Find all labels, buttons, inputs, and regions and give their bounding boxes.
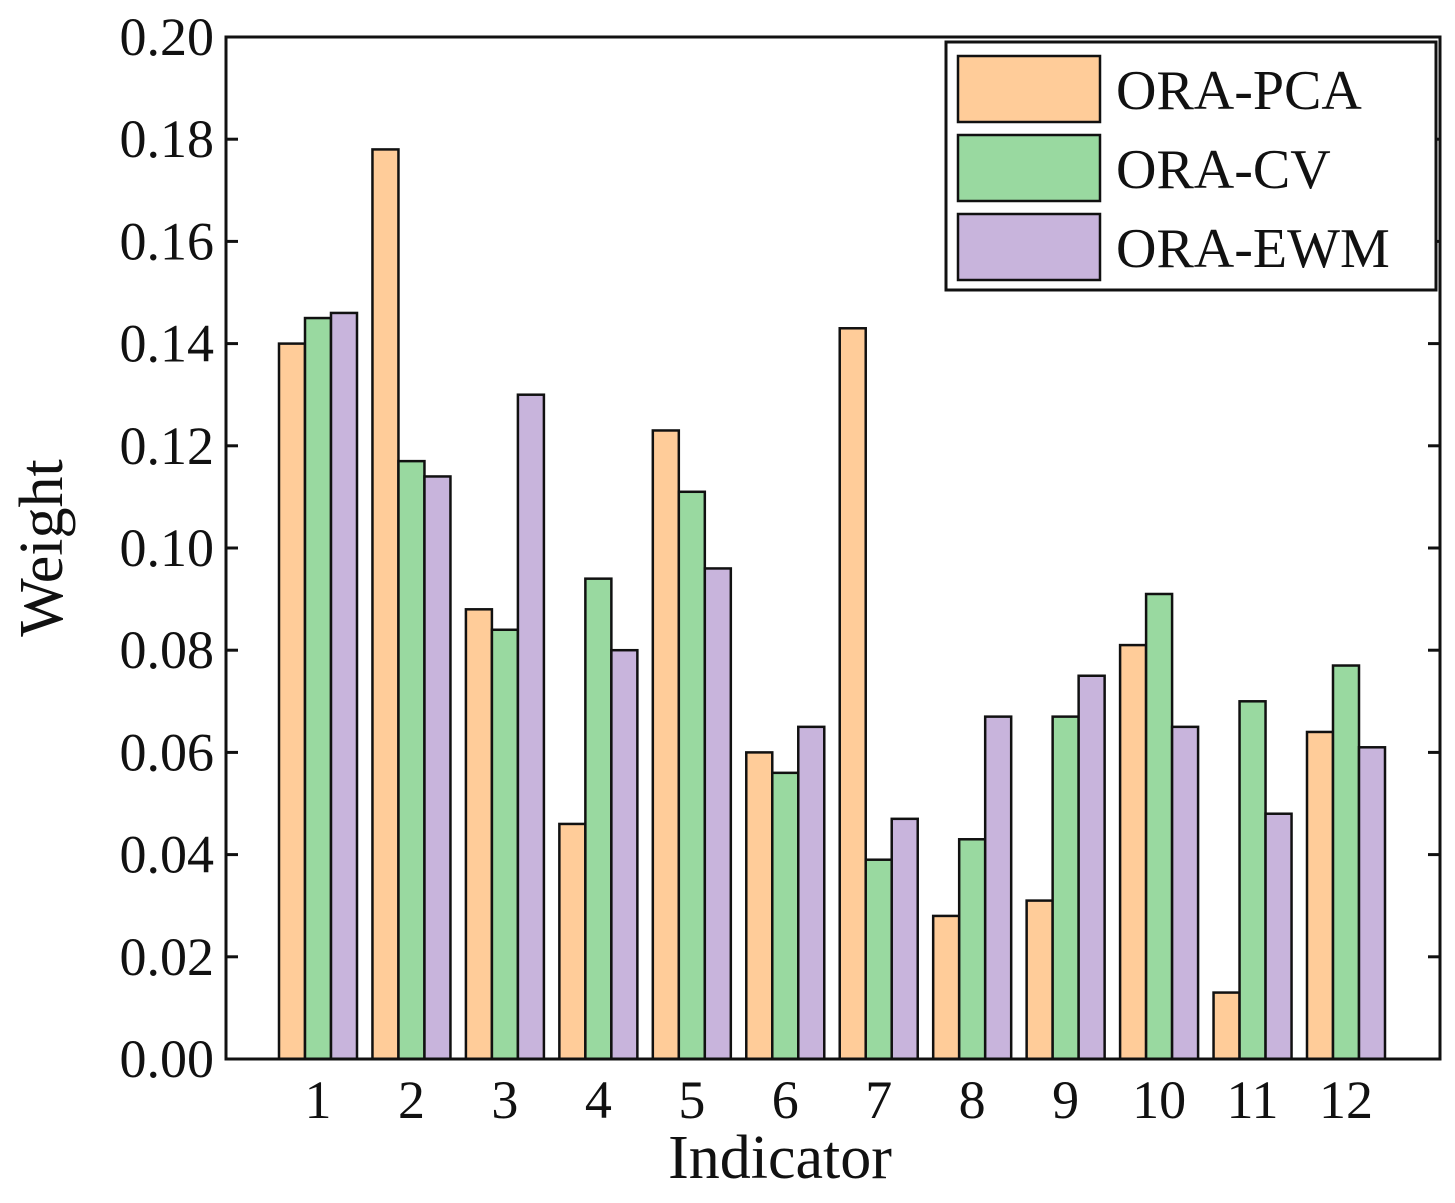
legend-label-ora-ewm: ORA-EWM: [1116, 218, 1390, 280]
bar-ora-cv-9: [1051, 715, 1080, 1061]
bar-ora-cv-6: [771, 771, 800, 1061]
bar-ora-cv-12: [1331, 664, 1361, 1061]
x-tick-label: 1: [305, 1070, 332, 1130]
bar-ora-pca-10: [1118, 643, 1148, 1061]
bar-ora-pca-12: [1305, 730, 1335, 1061]
y-tick-label: 0.14: [120, 314, 215, 374]
bar-ora-cv-2: [397, 459, 426, 1061]
bar-ora-ewm-1: [329, 311, 359, 1061]
x-tick-label: 5: [678, 1070, 705, 1130]
legend-label-ora-pca: ORA-PCA: [1116, 60, 1362, 122]
bar-ora-ewm-7: [890, 817, 919, 1061]
bars-group: [277, 148, 1387, 1061]
bar-ora-ewm-6: [797, 725, 826, 1061]
bar-ora-pca-8: [931, 914, 961, 1061]
y-tick-label: 0.20: [120, 7, 215, 67]
x-tick-label: 8: [959, 1070, 986, 1130]
x-tick-label: 3: [491, 1070, 518, 1130]
x-axis: 1 2 3 4 5 6 7 8 9 10 11 12: [305, 1070, 1374, 1130]
legend-label-ora-cv: ORA-CV: [1116, 139, 1331, 201]
bar-ora-pca-1: [277, 342, 307, 1061]
bar-ora-ewm-3: [516, 393, 546, 1061]
bar-ora-cv-7: [864, 858, 893, 1061]
bar-ora-pca-4: [558, 822, 587, 1061]
bar-ora-ewm-4: [610, 648, 639, 1061]
x-tick-label: 2: [398, 1070, 425, 1130]
x-tick-label: 9: [1052, 1070, 1079, 1130]
y-tick-label: 0.04: [120, 825, 215, 885]
bar-ora-cv-11: [1238, 700, 1267, 1061]
bar-ora-cv-5: [677, 490, 707, 1061]
x-tick-label: 10: [1132, 1070, 1186, 1130]
x-tick-label: 6: [772, 1070, 799, 1130]
bar-ora-pca-6: [745, 751, 774, 1061]
bar-ora-ewm-9: [1077, 674, 1106, 1061]
legend-swatch-ora-ewm: [956, 212, 1102, 282]
bar-ora-pca-9: [1025, 899, 1054, 1061]
y-axis-title: Weight: [8, 459, 76, 637]
bar-ora-cv-3: [490, 628, 520, 1061]
y-tick-label: 0.12: [120, 416, 215, 476]
bar-ora-cv-4: [584, 577, 613, 1061]
y-tick-label: 0.10: [120, 518, 215, 578]
bar-ora-ewm-2: [423, 475, 452, 1061]
legend: ORA-PCA ORA-CV ORA-EWM: [944, 40, 1438, 292]
bar-ora-pca-11: [1212, 991, 1241, 1061]
bar-ora-cv-10: [1144, 592, 1174, 1061]
bar-ora-cv-1: [303, 316, 333, 1061]
bar-ora-ewm-11: [1264, 812, 1293, 1061]
y-axis: 0.00 0.02 0.04 0.06 0.08 0.10 0.12 0.14 0.16 0.18…: [120, 7, 1440, 1089]
bar-ora-cv-8: [957, 838, 987, 1061]
bar-ora-pca-3: [464, 608, 494, 1061]
x-tick-label: 4: [585, 1070, 612, 1130]
bar-ora-ewm-8: [983, 715, 1013, 1061]
bar-ora-pca-7: [838, 327, 867, 1061]
y-tick-label: 0.16: [120, 211, 215, 271]
x-tick-label: 11: [1227, 1070, 1279, 1130]
y-tick-label: 0.08: [120, 620, 215, 680]
bar-ora-ewm-12: [1357, 746, 1387, 1061]
y-tick-label: 0.02: [120, 927, 215, 987]
plot-frame: [224, 35, 1442, 1061]
y-tick-label: 0.06: [120, 722, 215, 782]
legend-swatch-ora-cv: [956, 133, 1102, 203]
x-tick-label: 7: [865, 1070, 892, 1130]
y-tick-label: 0.00: [120, 1029, 215, 1089]
bar-ora-ewm-10: [1170, 725, 1200, 1061]
x-axis-title: Indicator: [668, 1124, 892, 1192]
legend-swatch-ora-pca: [956, 54, 1102, 124]
bar-ora-pca-5: [651, 429, 681, 1061]
bar-ora-ewm-5: [703, 567, 733, 1061]
y-tick-label: 0.18: [120, 109, 215, 169]
bar-ora-pca-2: [371, 148, 400, 1061]
x-tick-label: 12: [1319, 1070, 1373, 1130]
